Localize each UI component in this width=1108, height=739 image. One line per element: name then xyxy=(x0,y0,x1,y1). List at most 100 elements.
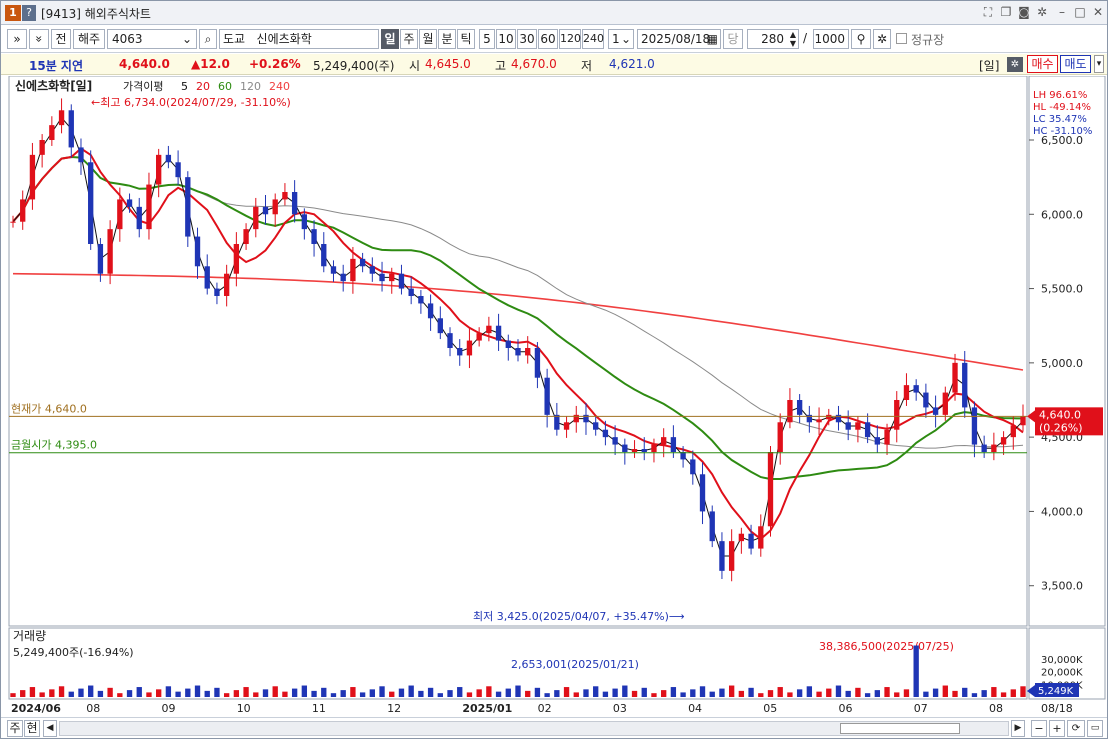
date-input[interactable]: 2025/08/18 ▦ xyxy=(637,29,721,49)
candle-body[interactable] xyxy=(612,437,618,445)
volume-bar[interactable] xyxy=(233,690,240,697)
volume-bar[interactable] xyxy=(427,687,434,697)
volume-bar[interactable] xyxy=(855,687,861,697)
candle-body[interactable] xyxy=(631,449,638,452)
volume-bar[interactable] xyxy=(602,691,609,697)
close-icon[interactable]: ✕ xyxy=(1092,5,1104,19)
volume-bar[interactable] xyxy=(39,692,45,697)
zoom-out-button[interactable]: − xyxy=(1031,720,1047,737)
chevron-down-icon[interactable]: ⌄ xyxy=(620,32,631,46)
candle-body[interactable] xyxy=(845,422,851,430)
volume-bar[interactable] xyxy=(68,691,74,697)
volume-bar[interactable] xyxy=(758,693,764,697)
volume-bar[interactable] xyxy=(117,693,123,697)
gear-icon[interactable]: ✲ xyxy=(1007,57,1023,72)
volume-bar[interactable] xyxy=(97,690,104,697)
volume-bar[interactable] xyxy=(136,687,142,697)
candle-body[interactable] xyxy=(97,244,104,274)
candle-body[interactable] xyxy=(204,266,210,289)
candle-body[interactable] xyxy=(427,303,434,319)
scrollbar-track[interactable] xyxy=(59,721,1009,736)
candle-body[interactable] xyxy=(20,199,26,222)
zoom-icon[interactable]: ⚲ xyxy=(851,29,871,49)
candle-body[interactable] xyxy=(49,125,55,140)
scroll-right-button[interactable]: ▶ xyxy=(1011,720,1025,737)
candle-body[interactable] xyxy=(282,192,288,200)
candle-body[interactable] xyxy=(787,400,793,423)
minimize-icon[interactable]: – xyxy=(1059,5,1065,19)
candle-body[interactable] xyxy=(651,444,657,452)
candle-body[interactable] xyxy=(408,288,414,296)
scrollbar-thumb[interactable] xyxy=(840,723,960,734)
fit-button[interactable]: ▭ xyxy=(1087,720,1103,737)
volume-bar[interactable] xyxy=(185,688,191,697)
candle-body[interactable] xyxy=(185,177,191,237)
candle-body[interactable] xyxy=(738,533,745,542)
candle-body[interactable] xyxy=(864,422,871,438)
minute-10-button[interactable]: 10 xyxy=(496,29,516,49)
volume-bar[interactable] xyxy=(583,689,589,697)
chevron-down-icon[interactable]: ⌄ xyxy=(181,32,192,46)
candle-body[interactable] xyxy=(505,340,511,348)
volume-bar[interactable] xyxy=(126,690,133,697)
volume-bar[interactable] xyxy=(874,690,880,697)
volume-bar[interactable] xyxy=(845,690,851,697)
candle-body[interactable] xyxy=(874,437,880,445)
volume-bar[interactable] xyxy=(991,687,997,697)
volume-bar[interactable] xyxy=(262,689,269,697)
volume-bar[interactable] xyxy=(777,687,783,697)
candle-body[interactable] xyxy=(369,266,375,274)
current-button[interactable]: 현 xyxy=(24,720,40,737)
volume-bar[interactable] xyxy=(631,690,638,697)
regular-checkbox[interactable] xyxy=(896,33,907,44)
volume-bar[interactable] xyxy=(282,691,288,697)
volume-bar[interactable] xyxy=(622,685,628,697)
volume-bar[interactable] xyxy=(418,690,424,697)
candle-body[interactable] xyxy=(301,214,308,230)
candle-body[interactable] xyxy=(359,258,366,267)
volume-bar[interactable] xyxy=(10,693,16,697)
candle-body[interactable] xyxy=(903,385,910,400)
spinner-icon[interactable]: ▲ ▼ xyxy=(789,30,796,48)
candle-body[interactable] xyxy=(534,348,541,378)
volume-bar[interactable] xyxy=(437,693,443,697)
volume-bar[interactable] xyxy=(787,692,793,697)
candle-body[interactable] xyxy=(165,154,172,163)
volume-bar[interactable] xyxy=(651,693,657,697)
candle-body[interactable] xyxy=(1010,425,1016,438)
camera-icon[interactable]: ◙ xyxy=(1018,5,1030,19)
period-tick-button[interactable]: 틱 xyxy=(457,29,475,49)
reset-zoom-button[interactable]: ⟳ xyxy=(1067,720,1085,737)
candle-body[interactable] xyxy=(1020,416,1026,426)
candle-body[interactable] xyxy=(340,273,346,282)
link-icon[interactable]: ⛶ xyxy=(983,5,993,19)
maximize-icon[interactable]: □ xyxy=(1074,5,1086,19)
volume-bar[interactable] xyxy=(835,685,842,697)
help-icon[interactable]: ? xyxy=(22,5,36,21)
candle-body[interactable] xyxy=(699,474,706,512)
candle-body[interactable] xyxy=(146,184,152,230)
candle-body[interactable] xyxy=(563,422,570,430)
scroll-left-button[interactable]: ◀ xyxy=(43,720,57,737)
candle-body[interactable] xyxy=(661,437,667,445)
candle-body[interactable] xyxy=(39,140,45,155)
volume-bar[interactable] xyxy=(408,685,414,697)
candle-body[interactable] xyxy=(962,362,968,408)
volume-bar[interactable] xyxy=(165,686,172,697)
period-minute-button[interactable]: 분 xyxy=(438,29,456,49)
candle-body[interactable] xyxy=(330,266,337,274)
volume-bar[interactable] xyxy=(826,688,832,697)
candle-body[interactable] xyxy=(194,236,201,267)
candle-body[interactable] xyxy=(476,333,482,341)
volume-bar[interactable] xyxy=(243,687,249,697)
volume-bar[interactable] xyxy=(1020,686,1026,697)
volume-bar[interactable] xyxy=(612,688,618,697)
candle-body[interactable] xyxy=(379,273,385,282)
volume-bar[interactable] xyxy=(796,689,803,697)
volume-bar[interactable] xyxy=(379,686,385,697)
volume-bar[interactable] xyxy=(175,691,181,697)
candle-body[interactable] xyxy=(709,511,715,542)
candle-body[interactable] xyxy=(690,459,696,475)
volume-bar[interactable] xyxy=(661,690,667,697)
volume-bar[interactable] xyxy=(593,686,599,697)
